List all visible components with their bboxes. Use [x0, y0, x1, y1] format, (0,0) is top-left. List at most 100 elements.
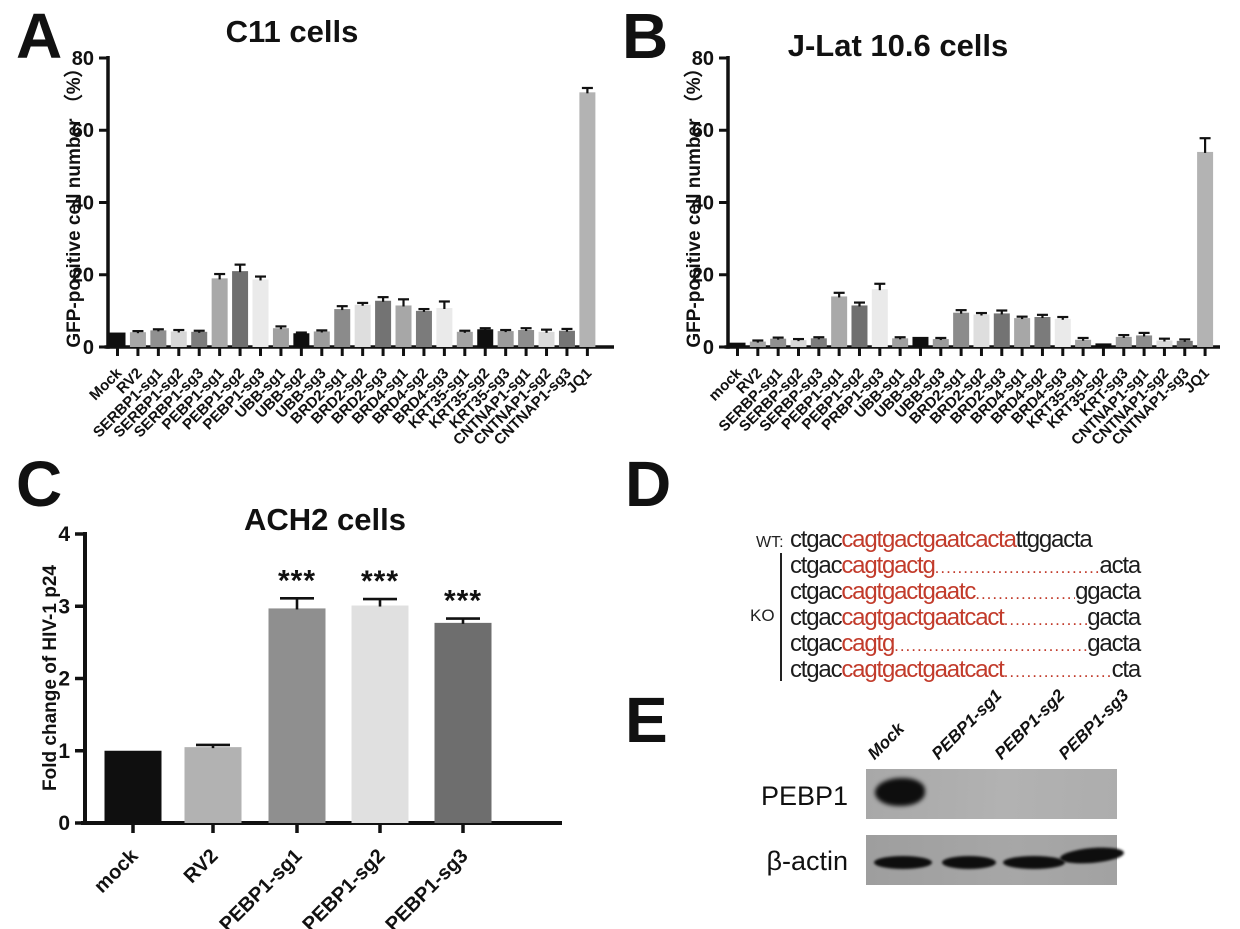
deletion-leader-dots: ........................................… — [934, 558, 1100, 577]
bar-BRD2-sg3 — [375, 300, 392, 347]
bar-UBB-sg1 — [272, 328, 289, 347]
deletion-leader-dots: ........................................… — [1003, 610, 1088, 629]
x-tick-label: RV2 — [180, 845, 223, 888]
y-tick-label: 80 — [72, 48, 94, 70]
bar-SERBP-sg2 — [790, 340, 807, 347]
bar-BRD4-sg1 — [395, 305, 412, 347]
bar-BRD4-sg2 — [415, 310, 432, 347]
x-tick-label: mock — [90, 844, 143, 897]
bar-KRT35-sg2 — [1095, 343, 1112, 347]
y-tick-label: 0 — [703, 337, 714, 359]
y-tick-label: 1 — [58, 740, 70, 763]
bar-SERBP-sg3 — [810, 338, 827, 347]
x-tick-label: PEBP1-sg2 — [299, 845, 390, 929]
protein-band — [942, 856, 996, 869]
x-tick-label: PEBP1-sg3 — [382, 845, 473, 929]
bar-SERBP1-sg1 — [150, 330, 167, 347]
bar-RV2 — [749, 341, 766, 347]
bar-BRD2-sg2 — [973, 314, 990, 347]
chart-title: J-Lat 10.6 cells — [788, 28, 1009, 63]
sequence-row-ko: ctgaccagtgactgaatc......................… — [756, 578, 1141, 605]
bar-CNTNAP1-sg2 — [538, 331, 555, 347]
significance-stars: *** — [361, 565, 399, 598]
sequence-target-site: cagtgactgaatcact — [841, 604, 1004, 631]
ko-group-label: KO — [750, 606, 775, 625]
y-tick-label: 2 — [58, 668, 70, 691]
bar-KRT35-sg1 — [456, 331, 473, 347]
bar-BRD4-sg2 — [1034, 317, 1051, 347]
protein-band — [874, 856, 932, 869]
x-tick-label: PEBP1-sg1 — [216, 845, 307, 929]
significance-stars: *** — [444, 585, 482, 618]
bar-PEBP1-sg3 — [252, 279, 269, 347]
protein-band — [1059, 845, 1125, 866]
bar-UBB-sg3 — [313, 331, 330, 347]
y-tick-label: 20 — [692, 265, 714, 287]
sequence-flank: ctgac — [790, 526, 843, 553]
chart-title: C11 cells — [226, 14, 359, 49]
bar-BRD2-sg2 — [354, 304, 371, 347]
bar-UBB-sg3 — [932, 339, 949, 347]
sequence-row-ko: ctgac cagtgactg..........................… — [756, 552, 1141, 579]
y-axis-label: GFP-positive cell number （%） — [62, 58, 85, 347]
x-tick-label: JQ1 — [1181, 365, 1213, 397]
panel-letter-e: E — [625, 684, 668, 756]
bar-BRD2-sg1 — [953, 312, 970, 347]
sequence-flank: gacta — [1087, 604, 1141, 631]
y-tick-label: 40 — [692, 192, 714, 214]
sequence-flank: ctgac — [790, 630, 843, 657]
bar-PRBP1-sg3 — [871, 289, 888, 347]
bar-KRT35-sg2 — [477, 329, 494, 347]
ko-group-bracket — [780, 553, 782, 681]
bar-RV2 — [184, 747, 242, 823]
deletion-leader-dots: ........................................… — [894, 636, 1087, 655]
bar-SERBP1-sg2 — [170, 331, 187, 347]
x-tick-label: JQ1 — [563, 365, 595, 397]
sequence-row-ko: ctgac cagtg..............................… — [756, 630, 1141, 657]
bar-KRT-sg3 — [1115, 336, 1132, 347]
deletion-leader-dots: ........................................… — [975, 584, 1075, 603]
bar-KRT35-sg1 — [1075, 339, 1092, 347]
bar-CNTNAP1-sg3 — [1176, 340, 1193, 347]
sequence-flank: gacta — [1087, 630, 1141, 657]
bar-KRT35-sg3 — [497, 331, 514, 347]
bar-CNTNAP1-sg3 — [558, 330, 575, 347]
sequence-target-site: cagtgactg — [841, 552, 935, 579]
bar-BRD4-sg3 — [1054, 318, 1071, 347]
bar-JQ1 — [579, 92, 596, 347]
sequence-row-wt: WT: ctgac cagtgactgaatcacta ttggacta — [756, 527, 1140, 553]
sequence-flank: ctgac — [790, 578, 843, 605]
protein-band — [1003, 856, 1065, 869]
bar-mock — [104, 750, 162, 823]
sequence-flank: ggacta — [1075, 578, 1141, 605]
bar-BRD4-sg1 — [1014, 318, 1031, 347]
y-tick-label: 4 — [58, 523, 70, 546]
y-tick-label: 0 — [83, 337, 94, 359]
bar-BRD2-sg3 — [993, 313, 1010, 347]
y-axis-label: GFP-positive cell number （%） — [682, 58, 705, 347]
bar-RV2 — [129, 332, 146, 347]
bar-JQ1 — [1197, 151, 1214, 347]
protein-band — [875, 778, 925, 806]
significance-stars: *** — [278, 564, 316, 597]
bar-PEBP1-sg2 — [851, 305, 868, 347]
bar-UBB-sg2 — [912, 336, 929, 347]
bar-BRD2-sg1 — [334, 309, 351, 347]
sequence-target-site: cagtgactgaatc — [841, 578, 976, 605]
bar-CNTNAP1-sg1 — [1136, 335, 1153, 347]
actin-membrane — [866, 835, 1125, 885]
y-tick-label: 20 — [72, 265, 94, 287]
blot-row-label-pebp1: PEBP1 — [760, 781, 848, 811]
bar-chart-c11-cells: 020406080MockRV2SERBP1-sg1SERBP1-sg2SERB… — [62, 14, 614, 449]
y-axis-label: Fold change of HIV-1 p24 — [40, 565, 61, 791]
bar-UBB-sg2 — [293, 333, 310, 347]
y-tick-label: 60 — [72, 120, 94, 142]
sequence-target-site: cagtg — [841, 630, 895, 657]
bar-BRD4-sg3 — [436, 307, 453, 347]
sequence-flank: ctgac — [790, 552, 843, 579]
deletion-leader-dots: ........................................… — [1003, 662, 1112, 681]
bar-mock — [729, 342, 746, 347]
panel-letter-a: A — [16, 0, 63, 72]
